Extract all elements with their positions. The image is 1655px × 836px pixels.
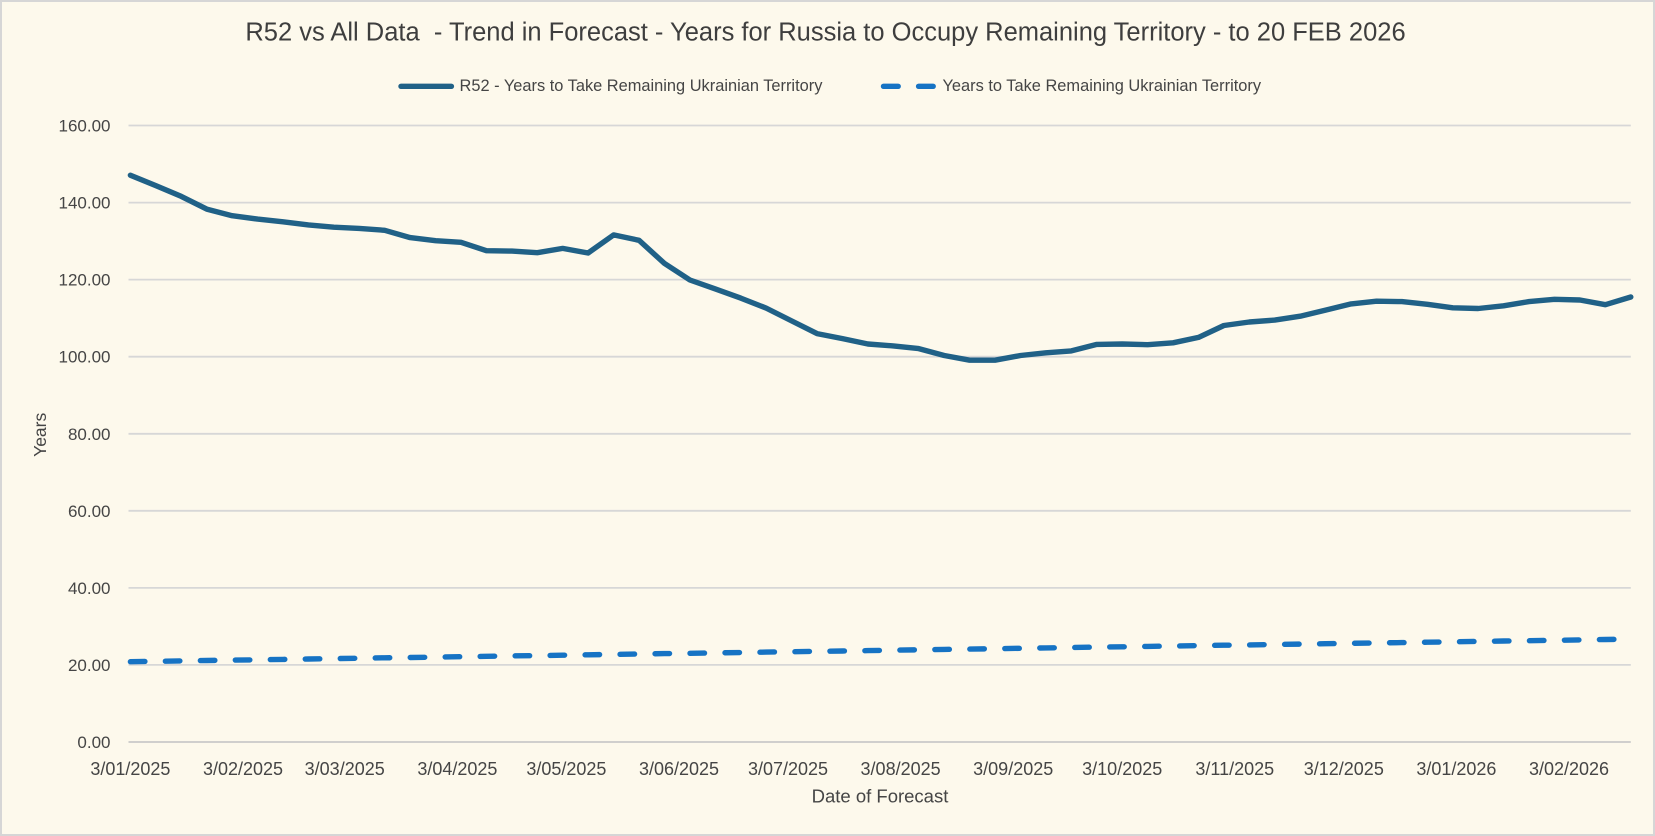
svg-text:160.00: 160.00 — [59, 117, 111, 136]
svg-text:3/06/2025: 3/06/2025 — [639, 759, 719, 779]
svg-text:80.00: 80.00 — [68, 425, 111, 444]
svg-text:3/01/2025: 3/01/2025 — [90, 759, 170, 779]
svg-text:3/09/2025: 3/09/2025 — [973, 759, 1053, 779]
svg-text:3/12/2025: 3/12/2025 — [1304, 759, 1384, 779]
svg-text:Years: Years — [30, 412, 50, 456]
svg-text:3/11/2025: 3/11/2025 — [1195, 759, 1274, 779]
svg-text:40.00: 40.00 — [68, 579, 111, 598]
svg-text:120.00: 120.00 — [59, 271, 111, 290]
svg-text:R52 - Years to Take Remaining: R52 - Years to Take Remaining Ukrainian … — [460, 77, 824, 95]
svg-text:3/08/2025: 3/08/2025 — [861, 759, 941, 779]
svg-text:3/03/2025: 3/03/2025 — [305, 759, 385, 779]
svg-text:3/07/2025: 3/07/2025 — [748, 759, 828, 779]
svg-text:140.00: 140.00 — [59, 194, 111, 213]
svg-text:3/02/2026: 3/02/2026 — [1529, 759, 1609, 779]
svg-text:60.00: 60.00 — [68, 502, 111, 521]
svg-text:Date of Forecast: Date of Forecast — [812, 785, 949, 806]
svg-text:R52 vs All Data - Trend in Fo: R52 vs All Data - Trend in Forecast - Ye… — [245, 19, 1405, 47]
svg-text:20.00: 20.00 — [68, 656, 111, 675]
svg-text:3/10/2025: 3/10/2025 — [1082, 759, 1162, 779]
svg-text:0.00: 0.00 — [77, 733, 110, 752]
svg-text:Years to Take Remaining Ukrain: Years to Take Remaining Ukrainian Territ… — [943, 77, 1262, 95]
svg-text:3/05/2025: 3/05/2025 — [526, 759, 606, 779]
svg-text:3/01/2026: 3/01/2026 — [1416, 759, 1496, 779]
svg-text:3/04/2025: 3/04/2025 — [417, 759, 497, 779]
svg-text:100.00: 100.00 — [59, 348, 111, 367]
svg-text:3/02/2025: 3/02/2025 — [203, 759, 283, 779]
